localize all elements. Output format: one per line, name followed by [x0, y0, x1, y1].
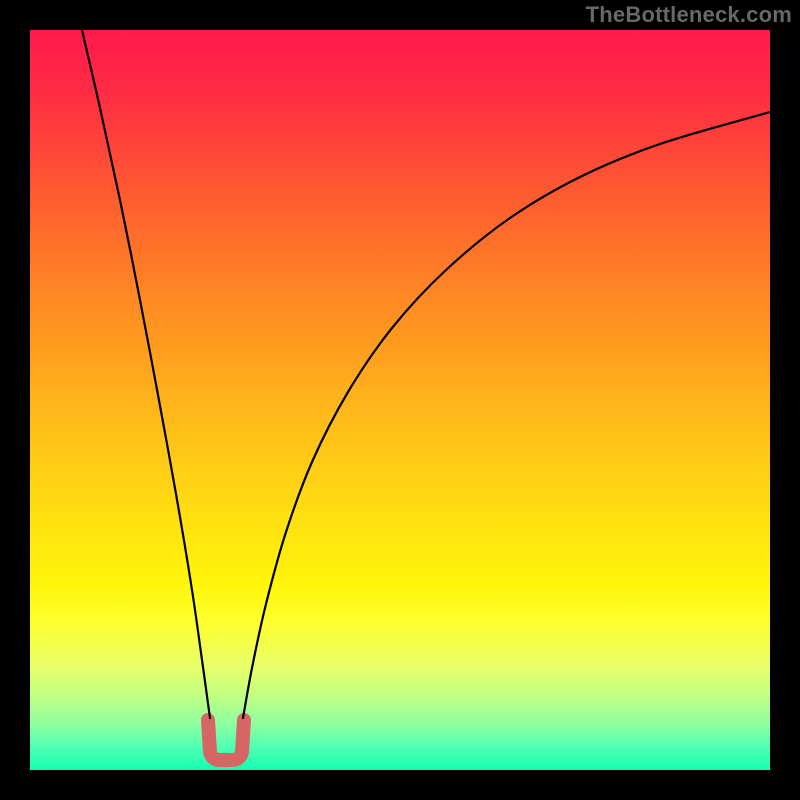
chart-root: TheBottleneck.com [0, 0, 800, 800]
watermark-text: TheBottleneck.com [586, 2, 792, 28]
chart-svg [0, 0, 800, 800]
plot-background-gradient [30, 30, 770, 770]
